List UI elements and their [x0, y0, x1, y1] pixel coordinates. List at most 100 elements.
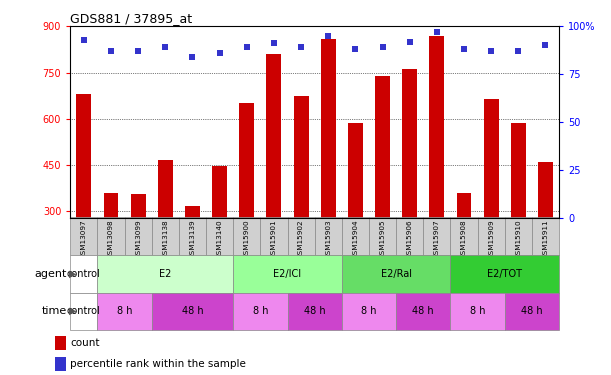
FancyBboxPatch shape — [125, 217, 152, 255]
FancyBboxPatch shape — [288, 217, 315, 255]
FancyBboxPatch shape — [152, 217, 179, 255]
Bar — [348, 123, 363, 218]
FancyBboxPatch shape — [505, 292, 559, 330]
Point — [459, 46, 469, 52]
Bar — [212, 166, 227, 218]
Bar — [484, 99, 499, 218]
Bar — [185, 206, 200, 218]
Text: GDS881 / 37895_at: GDS881 / 37895_at — [70, 12, 192, 25]
FancyBboxPatch shape — [423, 217, 450, 255]
Text: control: control — [67, 269, 101, 279]
FancyBboxPatch shape — [342, 217, 369, 255]
Text: 48 h: 48 h — [181, 306, 203, 316]
Point — [541, 42, 551, 48]
Point — [133, 48, 143, 54]
FancyBboxPatch shape — [97, 255, 233, 292]
Text: ▶: ▶ — [69, 269, 76, 279]
Text: 48 h: 48 h — [304, 306, 326, 316]
Point — [296, 44, 306, 50]
Point — [351, 46, 360, 52]
Point — [188, 54, 197, 60]
Text: 8 h: 8 h — [361, 306, 377, 316]
Text: agent: agent — [35, 269, 67, 279]
FancyBboxPatch shape — [97, 292, 152, 330]
FancyBboxPatch shape — [97, 217, 125, 255]
FancyBboxPatch shape — [288, 292, 342, 330]
Bar — [158, 159, 173, 218]
Text: 48 h: 48 h — [412, 306, 434, 316]
Bar — [430, 36, 444, 218]
FancyBboxPatch shape — [396, 292, 450, 330]
Text: GSM15903: GSM15903 — [325, 219, 331, 259]
Text: GSM13097: GSM13097 — [81, 219, 87, 259]
Point — [79, 37, 89, 43]
FancyBboxPatch shape — [152, 292, 233, 330]
Bar — [294, 96, 309, 218]
Bar — [511, 123, 526, 218]
FancyBboxPatch shape — [450, 217, 478, 255]
Text: 8 h: 8 h — [252, 306, 268, 316]
Text: GSM13138: GSM13138 — [163, 219, 168, 259]
FancyBboxPatch shape — [179, 217, 206, 255]
Point — [106, 48, 116, 54]
Text: GSM15907: GSM15907 — [434, 219, 440, 259]
Bar — [55, 336, 66, 350]
Bar — [240, 104, 254, 218]
FancyBboxPatch shape — [342, 292, 396, 330]
FancyBboxPatch shape — [396, 217, 423, 255]
Text: GSM13140: GSM13140 — [217, 219, 222, 259]
Text: count: count — [70, 338, 100, 348]
FancyBboxPatch shape — [70, 255, 97, 292]
Text: GSM15902: GSM15902 — [298, 219, 304, 259]
Text: GSM15901: GSM15901 — [271, 219, 277, 259]
Text: E2/ICI: E2/ICI — [274, 269, 302, 279]
Text: GSM13139: GSM13139 — [189, 219, 196, 259]
Text: GSM15909: GSM15909 — [488, 219, 494, 259]
Bar — [538, 162, 553, 218]
Text: GSM15908: GSM15908 — [461, 219, 467, 259]
Text: E2/Ral: E2/Ral — [381, 269, 412, 279]
FancyBboxPatch shape — [70, 292, 97, 330]
Bar — [266, 54, 282, 217]
Point — [486, 48, 496, 54]
Text: GSM15906: GSM15906 — [407, 219, 412, 259]
Point — [378, 44, 387, 50]
Point — [323, 33, 333, 39]
Bar — [402, 69, 417, 218]
Point — [513, 48, 523, 54]
FancyBboxPatch shape — [315, 217, 342, 255]
Text: 8 h: 8 h — [470, 306, 485, 316]
FancyBboxPatch shape — [532, 217, 559, 255]
Point — [214, 50, 224, 56]
Bar — [131, 194, 145, 217]
Text: control: control — [67, 306, 101, 316]
FancyBboxPatch shape — [260, 217, 288, 255]
FancyBboxPatch shape — [342, 255, 450, 292]
Point — [432, 29, 442, 35]
FancyBboxPatch shape — [450, 255, 559, 292]
Text: GSM15910: GSM15910 — [515, 219, 521, 259]
Text: GSM13099: GSM13099 — [135, 219, 141, 259]
Point — [405, 39, 415, 45]
Text: GSM15905: GSM15905 — [379, 219, 386, 259]
FancyBboxPatch shape — [478, 217, 505, 255]
Text: 48 h: 48 h — [521, 306, 543, 316]
Text: 8 h: 8 h — [117, 306, 133, 316]
FancyBboxPatch shape — [70, 217, 97, 255]
Point — [242, 44, 252, 50]
Bar — [321, 39, 335, 218]
Text: GSM15900: GSM15900 — [244, 219, 250, 259]
FancyBboxPatch shape — [206, 217, 233, 255]
Text: ▶: ▶ — [69, 306, 76, 316]
Bar — [103, 193, 119, 217]
FancyBboxPatch shape — [369, 217, 396, 255]
Text: GSM15904: GSM15904 — [353, 219, 359, 259]
Bar — [456, 193, 472, 217]
FancyBboxPatch shape — [233, 217, 260, 255]
Bar — [55, 357, 66, 371]
FancyBboxPatch shape — [233, 255, 342, 292]
Point — [161, 44, 170, 50]
Text: GSM15911: GSM15911 — [543, 219, 549, 259]
Bar — [76, 94, 91, 218]
FancyBboxPatch shape — [505, 217, 532, 255]
